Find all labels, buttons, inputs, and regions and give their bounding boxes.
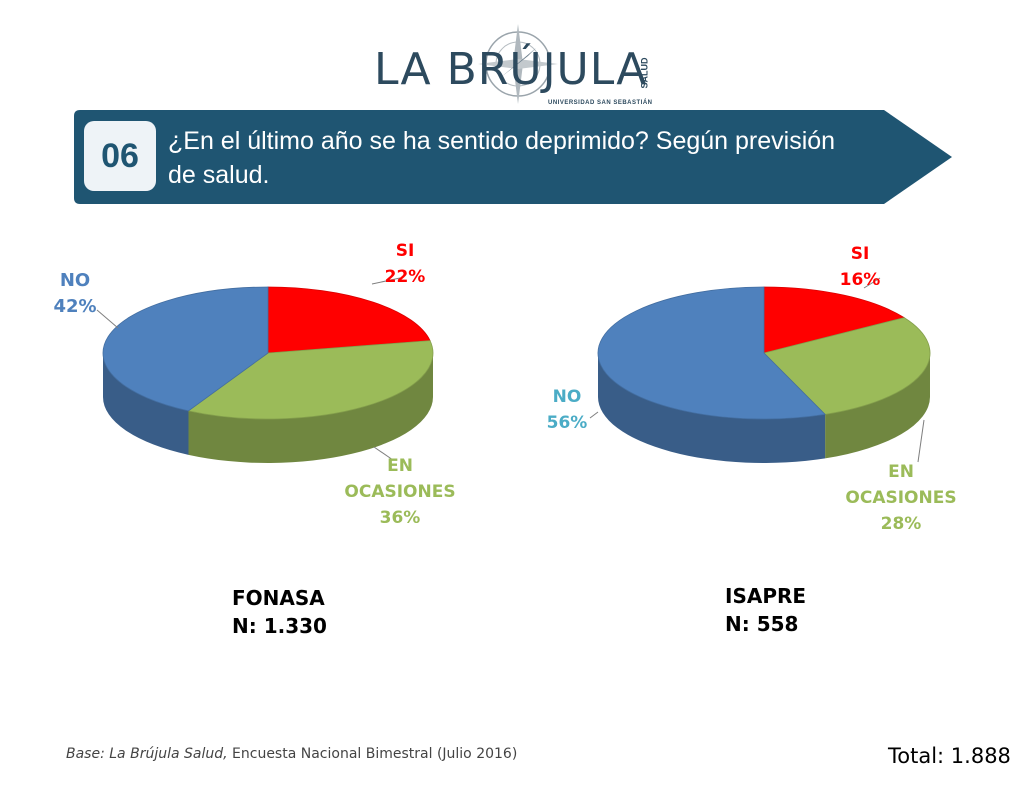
isapre-slice-side-en-ocasiones-0 xyxy=(825,353,930,459)
isapre-sample: N: 558 xyxy=(725,612,799,636)
fonasa-en-name-2: OCASIONES xyxy=(344,482,456,502)
isapre-slice-si xyxy=(763,286,906,354)
footer-source: Base: La Brújula Salud, Encuesta Naciona… xyxy=(66,746,517,762)
isapre-leader-line-0 xyxy=(863,277,881,289)
fonasa-leader-line-2 xyxy=(373,446,394,461)
question-banner xyxy=(74,110,954,204)
logo: LA BRÚJULA SALUD UNIVERSIDAD SAN SEBASTI… xyxy=(360,18,660,108)
compass-icon xyxy=(478,24,558,104)
isapre-si-name: SI xyxy=(850,244,870,264)
fonasa-slice-en-ocasiones xyxy=(187,340,434,420)
fonasa-no-value: 42% xyxy=(53,296,97,317)
isapre-en-value: 28% xyxy=(880,514,922,534)
isapre-en-name-2: OCASIONES xyxy=(845,488,957,508)
fonasa-si-label: SI 22% xyxy=(370,238,440,290)
isapre-slice-side-no-0 xyxy=(598,353,826,463)
footer-source-italic: Base: La Brújula Salud, xyxy=(66,746,228,762)
logo-name: LA BRÚJULA xyxy=(374,44,648,95)
isapre-no-value: 56% xyxy=(546,413,588,433)
fonasa-slice-no xyxy=(102,286,269,412)
fonasa-en-label: EN OCASIONES 36% xyxy=(335,453,465,531)
isapre-group-label: ISAPRE N: 558 xyxy=(725,582,806,638)
isapre-leader-line-1 xyxy=(589,411,599,419)
fonasa-leader-line-0 xyxy=(371,277,401,285)
fonasa-leader-line-1 xyxy=(96,309,119,329)
logo-subtitle: UNIVERSIDAD SAN SEBASTIÁN xyxy=(548,100,653,106)
fonasa-group-label: FONASA N: 1.330 xyxy=(232,584,327,640)
question-number: 06 xyxy=(84,121,156,191)
fonasa-si-name: SI xyxy=(395,241,415,261)
question-text: ¿En el último año se ha sentido deprimid… xyxy=(168,127,836,189)
fonasa-slice-side-en-ocasiones-0 xyxy=(188,353,433,464)
fonasa-no-label: NO 42% xyxy=(40,268,110,320)
fonasa-title: FONASA xyxy=(232,586,325,610)
fonasa-si-value: 22% xyxy=(384,267,426,287)
isapre-title: ISAPRE xyxy=(725,584,807,608)
isapre-si-value: 16% xyxy=(839,270,881,290)
isapre-si-label: SI 16% xyxy=(825,241,895,293)
isapre-en-name-1: EN xyxy=(888,462,914,482)
fonasa-en-name-1: EN xyxy=(387,456,413,476)
isapre-en-label: EN OCASIONES 28% xyxy=(836,459,966,537)
isapre-no-label: NO 56% xyxy=(532,384,602,436)
total-count: Total: 1.888 xyxy=(888,744,1011,768)
fonasa-slice-si xyxy=(267,286,431,354)
fonasa-sample: N: 1.330 xyxy=(232,614,327,638)
isapre-no-name: NO xyxy=(552,387,582,407)
fonasa-en-value: 36% xyxy=(379,508,421,528)
isapre-leader-line-2 xyxy=(917,419,925,463)
footer-source-rest: Encuesta Nacional Bimestral (Julio 2016) xyxy=(227,746,518,762)
fonasa-no-name: NO xyxy=(59,270,91,291)
isapre-slice-en-ocasiones xyxy=(763,317,931,415)
isapre-slice-no xyxy=(597,286,826,420)
fonasa-slice-side-no-0 xyxy=(103,353,189,455)
